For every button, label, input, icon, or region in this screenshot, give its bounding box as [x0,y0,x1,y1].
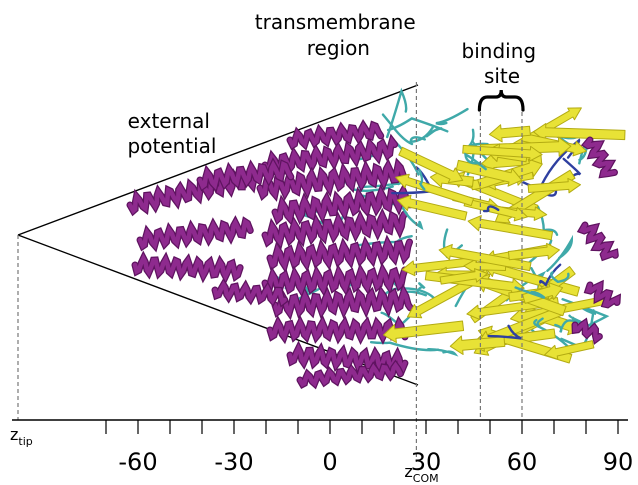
alpha-helix [266,234,413,274]
cone-upper-edge [17,84,419,236]
beta-strand [397,194,468,221]
z-com-label: zCOM [404,462,438,485]
alpha-helix [266,314,409,346]
axis-tick-labels: -60 -30 0 30 60 90 [118,448,633,476]
beta-strand [455,159,523,187]
coil-loop [369,340,440,352]
binding-site-line1: binding [462,39,537,63]
coil-loop [487,324,522,340]
beta-strand [544,340,595,360]
z-axis: -60 -30 0 30 60 90 [12,419,633,476]
alpha-helix [261,262,409,299]
beta-strand [462,144,543,162]
alpha-helix [296,359,404,390]
transmembrane-region-line2: region [307,36,370,60]
alpha-helix [286,118,385,151]
alpha-helix [256,157,410,202]
coil-loop [416,282,426,293]
coil-loop [562,157,582,179]
external-potential-line1: external [128,109,210,133]
coil-loop [482,205,500,213]
alpha-helix [261,207,408,250]
transmembrane-region-line1: transmembrane [255,10,416,34]
alpha-helix [261,133,399,178]
alpha-helix [571,317,603,345]
coil-loop [426,348,459,357]
alpha-helix [576,221,619,262]
guide-lines [17,82,523,462]
z-tip-label: ztip [10,425,33,448]
binding-site-brace [477,89,525,112]
external-potential-label: external potential [128,109,217,158]
z-com-main: z [404,462,412,481]
binding-site-line2: site [484,64,520,88]
coil-loop [435,107,469,126]
tick-label: 30 [411,448,442,476]
beta-strand [449,335,506,355]
coil-loop [546,234,574,272]
beta-strand [507,242,560,261]
alpha-helix [196,157,295,193]
alpha-helix [580,136,618,179]
alpha-helix [136,215,254,253]
alpha-helix [271,283,414,321]
coil-loop [401,206,424,231]
tick-label: -30 [214,448,253,476]
beta-strand [522,282,564,304]
beta-strand [488,124,531,143]
coil-loop [418,168,426,191]
coil-loop [409,126,434,144]
binding-site-label: binding site [462,39,543,88]
coil-loop [554,319,572,333]
z-com-sub: COM [413,472,439,485]
transmembrane-region-label: transmembrane region [255,10,422,60]
beta-strand [439,268,488,285]
tick-label: 90 [603,448,634,476]
beta-strand [383,320,465,344]
beta-strand [438,243,532,272]
coil-loop [539,263,562,287]
alpha-helix [286,340,409,376]
coil-loop [549,271,570,284]
tick-label: 60 [507,448,538,476]
alpha-helix [271,183,415,226]
protein-structure [126,87,626,390]
beta-strand [395,173,474,207]
alpha-helix [131,250,244,285]
alpha-helix [583,279,622,309]
beta-strand [398,146,464,184]
coil-loop [533,317,544,328]
z-tip-sub: tip [18,435,32,448]
tick-label: -60 [118,448,157,476]
coil-loop [385,87,408,139]
external-potential-line2: potential [128,134,217,158]
tick-label: 0 [322,448,337,476]
alpha-helix [211,277,289,308]
beta-strand [527,177,581,194]
z-tip-main: z [10,425,18,444]
axis-ticks [105,420,619,434]
coil-loop [464,152,487,171]
